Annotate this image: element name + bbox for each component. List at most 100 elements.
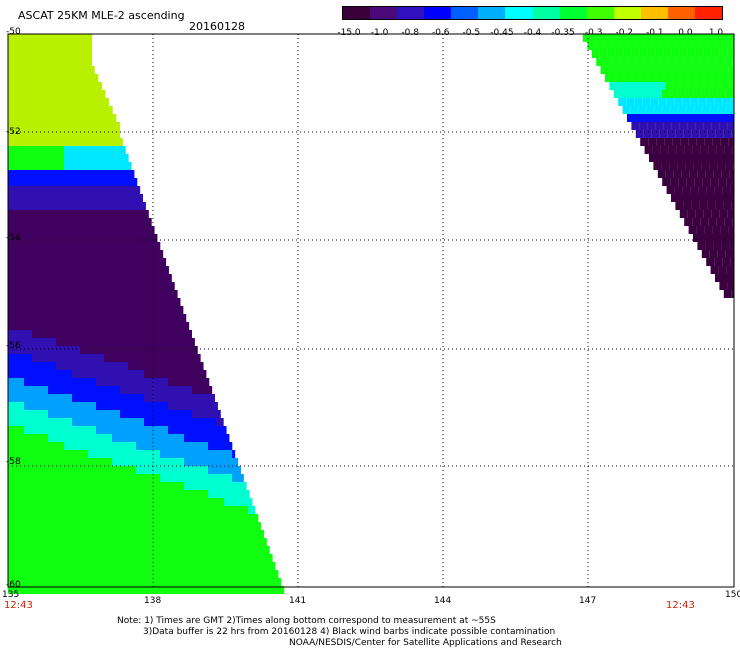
swath-cell: [723, 42, 732, 50]
swath-cell: [16, 122, 24, 130]
swath-cell: [40, 194, 48, 202]
swath-cell: [64, 378, 72, 386]
swath-cell: [104, 138, 112, 146]
swath-cell: [8, 402, 16, 410]
swath-cell: [144, 466, 152, 474]
swath-cell: [176, 426, 184, 434]
swath-cell: [16, 330, 24, 338]
swath-cell: [112, 482, 120, 490]
swath-cell: [72, 130, 80, 138]
swath-cell: [136, 570, 144, 578]
swath-cell: [160, 426, 168, 434]
swath-cell: [724, 58, 733, 66]
swath-cell: [112, 498, 120, 506]
swath-cell: [168, 530, 176, 538]
swath-cell: [216, 434, 224, 442]
swath-cell: [684, 146, 693, 154]
swath-cell: [710, 178, 719, 186]
swath-cell: [128, 242, 136, 250]
swath-cell: [657, 154, 665, 162]
swath-cell: [637, 74, 645, 82]
swath-cell: [216, 442, 224, 450]
swath-cell: [160, 410, 168, 418]
swath-cell: [96, 522, 104, 530]
swath-cell: [40, 570, 48, 578]
swath-cell: [152, 410, 160, 418]
swath-cell: [609, 82, 618, 90]
swath-cell: [24, 578, 32, 586]
swath-cell: [112, 554, 120, 562]
swath-cell: [112, 578, 120, 586]
swath-cell: [144, 458, 152, 466]
swath-cell: [16, 58, 24, 66]
swath-cell: [648, 66, 657, 74]
lon-label-135: 135: [2, 590, 20, 600]
swath-cell: [248, 570, 256, 578]
swath-cell: [8, 434, 16, 442]
swath-cell: [104, 274, 112, 282]
swath-cell: [48, 266, 56, 274]
swath-cell: [136, 586, 144, 594]
swath-cell: [192, 586, 200, 594]
swath-cell: [88, 218, 96, 226]
swath-cell: [626, 98, 635, 106]
swath-cell: [144, 538, 152, 546]
swath-cell: [152, 466, 160, 474]
swath-cell: [701, 74, 709, 82]
swath-cell: [48, 234, 56, 242]
swath-cell: [32, 178, 40, 186]
swath-cell: [168, 570, 176, 578]
swath-cell: [709, 162, 718, 170]
swath-cell: [24, 442, 32, 450]
swath-cell: [80, 466, 88, 474]
swath-cell: [104, 498, 112, 506]
color-scale-label: -0.8: [401, 28, 419, 38]
swath-cell: [88, 426, 96, 434]
swath-cell: [128, 282, 136, 290]
swath-cell: [88, 586, 96, 594]
swath-cell: [48, 306, 56, 314]
swath-cell: [80, 122, 88, 130]
swath-cell: [703, 50, 712, 58]
swath-cell: [104, 346, 112, 354]
swath-cell: [8, 82, 16, 90]
swath-cell: [72, 538, 80, 546]
swath-cell: [667, 114, 675, 122]
swath-cell: [32, 426, 40, 434]
swath-cell: [128, 234, 136, 242]
swath-cell: [715, 274, 723, 282]
swath-cell: [24, 154, 32, 162]
swath-cell: [24, 98, 32, 106]
swath-cell: [16, 226, 24, 234]
swath-cell: [104, 402, 112, 410]
color-scale-segment: [424, 7, 452, 19]
swath-cell: [88, 50, 92, 58]
swath-cell: [732, 146, 734, 154]
swath-cell: [693, 74, 701, 82]
swath-cell: [200, 394, 208, 402]
swath-cell: [160, 570, 168, 578]
swath-cell: [128, 458, 136, 466]
swath-cell: [176, 570, 184, 578]
swath-cell: [717, 162, 726, 170]
swath-cell: [64, 338, 72, 346]
swath-cell: [144, 506, 152, 514]
swath-cell: [717, 90, 726, 98]
swath-cell: [629, 90, 638, 98]
swath-cell: [678, 106, 687, 114]
swath-cell: [152, 578, 160, 586]
swath-cell: [8, 130, 16, 138]
swath-cell: [80, 570, 88, 578]
swath-cell: [128, 570, 136, 578]
swath-cell: [120, 434, 128, 442]
swath-cell: [176, 458, 184, 466]
swath-cell: [649, 154, 657, 162]
swath-cell: [24, 82, 32, 90]
swath-cell: [224, 578, 232, 586]
swath-cell: [160, 338, 168, 346]
swath-cell: [40, 506, 48, 514]
swath-cell: [80, 314, 88, 322]
swath-cell: [64, 234, 72, 242]
swath-cell: [112, 258, 120, 266]
swath-cell: [96, 186, 104, 194]
